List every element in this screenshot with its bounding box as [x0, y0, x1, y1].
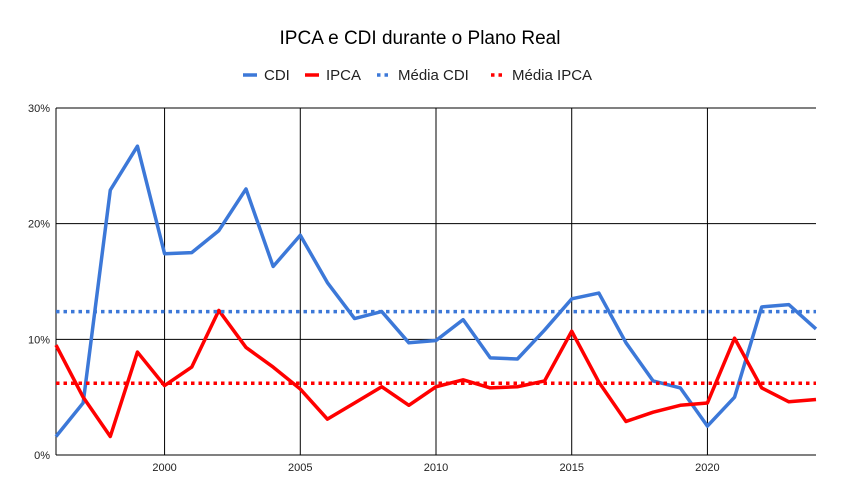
axis-ticks: 0% 10% 20% 30% 2000 2005 2010 2015 2020	[28, 103, 720, 474]
x-tick-label: 2005	[288, 462, 312, 474]
x-tick-label: 2010	[424, 462, 448, 474]
series-ipca-line	[54, 308, 817, 439]
y-tick-label: 0%	[34, 450, 50, 462]
legend-label: Média IPCA	[512, 67, 592, 84]
legend-label: CDI	[264, 67, 290, 84]
series-cdi-line	[54, 144, 818, 438]
legend: CDI IPCA Média CDI Média IPCA	[243, 67, 592, 84]
chart-title: IPCA e CDI durante o Plano Real	[280, 28, 561, 49]
x-tick-label: 2000	[152, 462, 176, 474]
series-layer	[54, 144, 818, 439]
legend-label: Média CDI	[398, 67, 469, 84]
y-tick-label: 20%	[28, 219, 50, 231]
x-tick-label: 2020	[695, 462, 719, 474]
y-tick-label: 30%	[28, 103, 50, 115]
x-tick-label: 2015	[559, 462, 583, 474]
legend-label: IPCA	[326, 67, 361, 84]
y-tick-label: 10%	[28, 334, 50, 346]
